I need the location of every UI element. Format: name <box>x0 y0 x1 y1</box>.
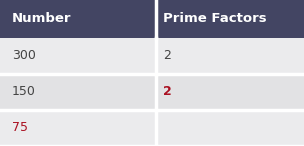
Bar <box>156 110 304 146</box>
Text: 75: 75 <box>12 121 28 134</box>
Bar <box>0 38 156 74</box>
Text: Number: Number <box>12 12 72 26</box>
Text: 150: 150 <box>12 85 36 99</box>
Bar <box>0 110 156 146</box>
Bar <box>156 74 304 110</box>
Text: 2: 2 <box>163 49 171 62</box>
Bar <box>0 0 304 38</box>
Text: 2: 2 <box>163 85 171 99</box>
Text: 300: 300 <box>12 49 36 62</box>
Bar <box>156 38 304 74</box>
Text: Prime Factors: Prime Factors <box>163 12 266 26</box>
Bar <box>0 74 156 110</box>
